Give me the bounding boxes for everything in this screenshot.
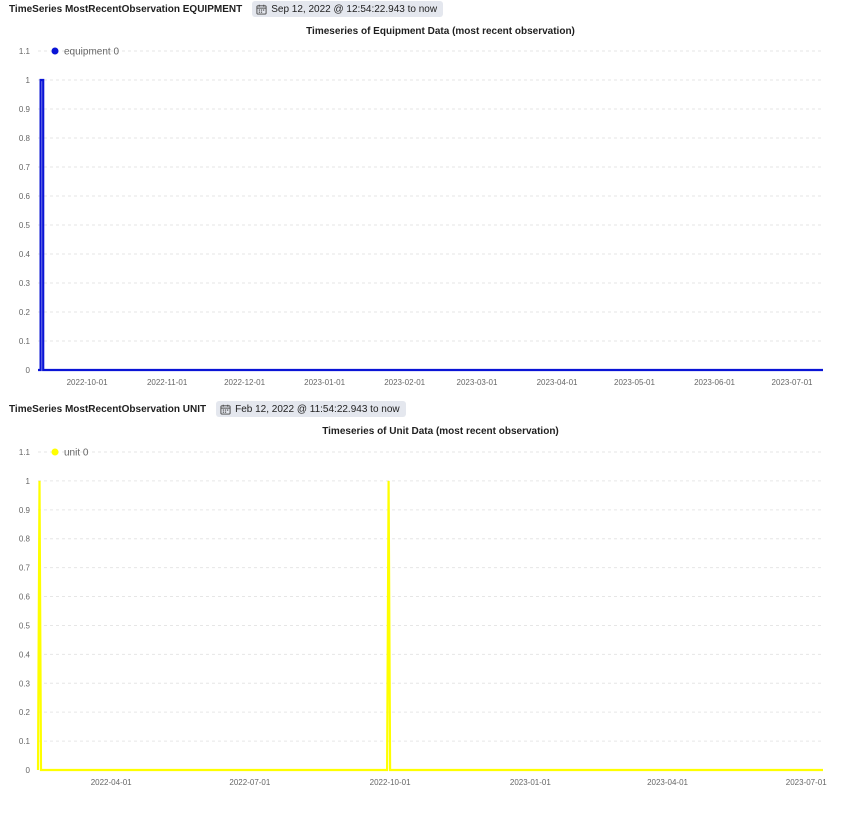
y-tick-label: 0.3 <box>19 679 31 688</box>
equipment-panel: TimeSeries MostRecentObservation EQUIPME… <box>0 0 841 395</box>
legend-label: equipment 0 <box>64 47 119 58</box>
x-tick-label: 2023-03-01 <box>457 378 498 387</box>
x-tick-label: 2023-02-01 <box>384 378 425 387</box>
y-tick-label: 0.5 <box>19 221 31 230</box>
time-range-label: Feb 12, 2022 @ 11:54:22.943 to now <box>235 403 400 415</box>
x-tick-label: 2022-10-01 <box>67 378 108 387</box>
x-tick-label: 2023-07-01 <box>772 378 813 387</box>
y-tick-label: 0.9 <box>19 506 31 515</box>
y-tick-label: 0.4 <box>19 650 31 659</box>
x-tick-label: 2023-01-01 <box>304 378 345 387</box>
chart-title: Timeseries of Equipment Data (most recen… <box>306 26 575 37</box>
unit-chart: Timeseries of Unit Data (most recent obs… <box>19 426 827 787</box>
y-tick-label: 0.3 <box>19 279 31 288</box>
panel-title: TimeSeries MostRecentObservation UNIT <box>9 403 207 415</box>
y-tick-label: 0.4 <box>19 250 31 259</box>
panel-title: TimeSeries MostRecentObservation EQUIPME… <box>9 3 243 15</box>
chart-title: Timeseries of Unit Data (most recent obs… <box>322 426 559 437</box>
y-tick-label: 1 <box>26 477 31 486</box>
time-range-badge[interactable]: Sep 12, 2022 @ 12:54:22.943 to now <box>252 1 444 17</box>
y-tick-label: 0.7 <box>19 564 31 573</box>
x-tick-label: 2022-11-01 <box>147 378 188 387</box>
calendar-icon <box>220 404 231 415</box>
y-tick-label: 1.1 <box>19 448 31 457</box>
x-tick-label: 2023-04-01 <box>537 378 578 387</box>
y-tick-label: 0.1 <box>19 737 31 746</box>
x-tick-label: 2023-01-01 <box>510 778 551 787</box>
y-tick-label: 0.2 <box>19 308 31 317</box>
legend-marker <box>51 47 59 55</box>
y-tick-label: 0 <box>26 366 31 375</box>
y-tick-label: 1.1 <box>19 47 31 56</box>
y-tick-label: 0.6 <box>19 192 31 201</box>
x-tick-label: 2023-05-01 <box>614 378 655 387</box>
y-tick-label: 0.8 <box>19 535 31 544</box>
unit-panel-header: TimeSeries MostRecentObservation UNIT Fe… <box>9 401 406 417</box>
y-tick-label: 0 <box>26 766 31 775</box>
y-tick-label: 0.6 <box>19 593 31 602</box>
x-tick-label: 2022-10-01 <box>370 778 411 787</box>
series-line <box>36 480 823 772</box>
unit-panel: TimeSeries MostRecentObservation UNIT Fe… <box>0 400 841 794</box>
x-tick-label: 2022-04-01 <box>91 778 132 787</box>
legend-marker <box>51 448 59 456</box>
y-tick-label: 1 <box>26 76 31 85</box>
series-line <box>38 78 823 372</box>
x-tick-label: 2022-12-01 <box>224 378 265 387</box>
y-tick-label: 0.7 <box>19 163 31 172</box>
x-tick-label: 2023-04-01 <box>647 778 688 787</box>
equipment-chart: Timeseries of Equipment Data (most recen… <box>19 26 823 387</box>
y-tick-label: 0.9 <box>19 105 31 114</box>
time-range-label: Sep 12, 2022 @ 12:54:22.943 to now <box>271 3 438 15</box>
calendar-icon <box>256 4 267 15</box>
x-tick-label: 2022-07-01 <box>229 778 270 787</box>
y-tick-label: 0.2 <box>19 708 31 717</box>
equipment-panel-header: TimeSeries MostRecentObservation EQUIPME… <box>9 1 444 17</box>
y-tick-label: 0.8 <box>19 134 31 143</box>
y-tick-label: 0.1 <box>19 337 31 346</box>
y-tick-label: 0.5 <box>19 621 31 630</box>
x-tick-label: 2023-06-01 <box>694 378 735 387</box>
legend-label: unit 0 <box>64 448 89 459</box>
x-tick-label: 2023-07-01 <box>786 778 827 787</box>
time-range-badge[interactable]: Feb 12, 2022 @ 11:54:22.943 to now <box>216 401 406 417</box>
